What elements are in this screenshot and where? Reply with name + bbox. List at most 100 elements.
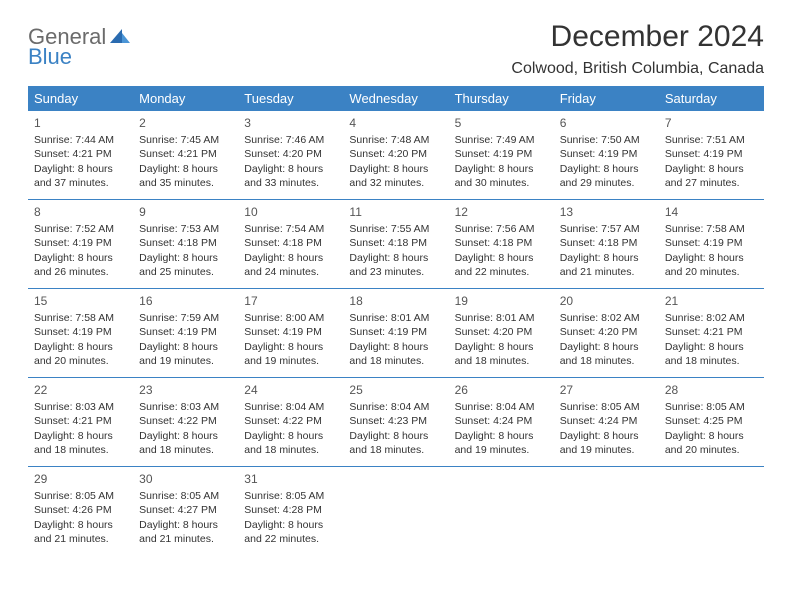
sunset-text: Sunset: 4:19 PM <box>139 325 232 339</box>
sunrise-text: Sunrise: 7:57 AM <box>560 222 653 236</box>
day-number: 22 <box>34 382 127 398</box>
sunset-text: Sunset: 4:18 PM <box>244 236 337 250</box>
daylight-text: Daylight: 8 hours and 20 minutes. <box>34 340 127 368</box>
day-cell: 21Sunrise: 8:02 AMSunset: 4:21 PMDayligh… <box>659 289 764 377</box>
day-cell: 7Sunrise: 7:51 AMSunset: 4:19 PMDaylight… <box>659 111 764 199</box>
daylight-text: Daylight: 8 hours and 21 minutes. <box>139 518 232 546</box>
daylight-text: Daylight: 8 hours and 25 minutes. <box>139 251 232 279</box>
sunset-text: Sunset: 4:21 PM <box>34 147 127 161</box>
sunset-text: Sunset: 4:18 PM <box>455 236 548 250</box>
day-number: 2 <box>139 115 232 131</box>
day-number: 24 <box>244 382 337 398</box>
sunset-text: Sunset: 4:20 PM <box>455 325 548 339</box>
sunrise-text: Sunrise: 7:55 AM <box>349 222 442 236</box>
week-row: 1Sunrise: 7:44 AMSunset: 4:21 PMDaylight… <box>28 111 764 199</box>
sunrise-text: Sunrise: 8:04 AM <box>244 400 337 414</box>
day-number: 20 <box>560 293 653 309</box>
day-header-monday: Monday <box>133 86 238 111</box>
daylight-text: Daylight: 8 hours and 22 minutes. <box>244 518 337 546</box>
sunrise-text: Sunrise: 7:56 AM <box>455 222 548 236</box>
day-number: 12 <box>455 204 548 220</box>
day-number: 19 <box>455 293 548 309</box>
sunset-text: Sunset: 4:18 PM <box>139 236 232 250</box>
month-title: December 2024 <box>511 20 764 54</box>
sunset-text: Sunset: 4:24 PM <box>560 414 653 428</box>
sunset-text: Sunset: 4:22 PM <box>244 414 337 428</box>
day-number: 6 <box>560 115 653 131</box>
daylight-text: Daylight: 8 hours and 22 minutes. <box>455 251 548 279</box>
sunset-text: Sunset: 4:20 PM <box>349 147 442 161</box>
daylight-text: Daylight: 8 hours and 29 minutes. <box>560 162 653 190</box>
daylight-text: Daylight: 8 hours and 18 minutes. <box>349 340 442 368</box>
day-number: 27 <box>560 382 653 398</box>
daylight-text: Daylight: 8 hours and 24 minutes. <box>244 251 337 279</box>
daylight-text: Daylight: 8 hours and 37 minutes. <box>34 162 127 190</box>
day-cell: 20Sunrise: 8:02 AMSunset: 4:20 PMDayligh… <box>554 289 659 377</box>
sunrise-text: Sunrise: 7:46 AM <box>244 133 337 147</box>
daylight-text: Daylight: 8 hours and 18 minutes. <box>349 429 442 457</box>
title-block: December 2024 Colwood, British Columbia,… <box>511 20 764 78</box>
day-header-friday: Friday <box>554 86 659 111</box>
day-cell: 22Sunrise: 8:03 AMSunset: 4:21 PMDayligh… <box>28 378 133 466</box>
day-cell: 13Sunrise: 7:57 AMSunset: 4:18 PMDayligh… <box>554 200 659 288</box>
daylight-text: Daylight: 8 hours and 23 minutes. <box>349 251 442 279</box>
daylight-text: Daylight: 8 hours and 19 minutes. <box>139 340 232 368</box>
header: General December 2024 Colwood, British C… <box>28 20 764 78</box>
daylight-text: Daylight: 8 hours and 18 minutes. <box>244 429 337 457</box>
day-cell: 17Sunrise: 8:00 AMSunset: 4:19 PMDayligh… <box>238 289 343 377</box>
day-cell: 3Sunrise: 7:46 AMSunset: 4:20 PMDaylight… <box>238 111 343 199</box>
calendar: Sunday Monday Tuesday Wednesday Thursday… <box>28 86 764 555</box>
sunrise-text: Sunrise: 7:53 AM <box>139 222 232 236</box>
day-number: 29 <box>34 471 127 487</box>
day-cell: 1 Sunrise: 7:44 AMSunset: 4:21 PMDaylight… <box>28 111 133 199</box>
sunrise-text: Sunrise: 8:02 AM <box>665 311 758 325</box>
day-header-saturday: Saturday <box>659 86 764 111</box>
sunrise-text: Sunrise: 8:04 AM <box>455 400 548 414</box>
daylight-text: Daylight: 8 hours and 18 minutes. <box>560 340 653 368</box>
day-number: 5 <box>455 115 548 131</box>
daylight-text: Daylight: 8 hours and 19 minutes. <box>455 429 548 457</box>
sunset-text: Sunset: 4:19 PM <box>560 147 653 161</box>
day-number: 11 <box>349 204 442 220</box>
sunrise-text: Sunrise: 7:49 AM <box>455 133 548 147</box>
sunrise-text: Sunrise: 8:01 AM <box>349 311 442 325</box>
sunrise-text: Sunrise: 7:45 AM <box>139 133 232 147</box>
day-number: 15 <box>34 293 127 309</box>
sunset-text: Sunset: 4:26 PM <box>34 503 127 517</box>
day-cell: 29Sunrise: 8:05 AMSunset: 4:26 PMDayligh… <box>28 467 133 555</box>
day-cell: 8Sunrise: 7:52 AMSunset: 4:19 PMDaylight… <box>28 200 133 288</box>
day-number: 25 <box>349 382 442 398</box>
day-number: 31 <box>244 471 337 487</box>
logo-text-blue: Blue <box>28 44 72 69</box>
sunrise-text: Sunrise: 8:05 AM <box>139 489 232 503</box>
day-cell: 15 Sunrise: 7:58 AMSunset: 4:19 PMDayligh… <box>28 289 133 377</box>
day-cell: 24 Sunrise: 8:04 AMSunset: 4:22 PMDayligh… <box>238 378 343 466</box>
sunrise-text: Sunrise: 7:50 AM <box>560 133 653 147</box>
sunrise-text: Sunrise: 7:44 AM <box>34 133 127 147</box>
week-row: 29 Sunrise: 8:05 AM Sunset: 4:26 PM Dayligh… <box>28 466 764 555</box>
sunset-text: Sunset: 4:23 PM <box>349 414 442 428</box>
day-number: 8 <box>34 204 127 220</box>
sunrise-text: Sunrise: 8:00 AM <box>244 311 337 325</box>
sunset-text: Sunset: 4:21 PM <box>34 414 127 428</box>
sunset-text: Sunset: 4:19 PM <box>244 325 337 339</box>
daylight-text: Daylight: 8 hours and 20 minutes. <box>665 429 758 457</box>
day-number: 23 <box>139 382 232 398</box>
day-number: 1 <box>34 115 127 131</box>
sunrise-text: Sunrise: 8:03 AM <box>139 400 232 414</box>
day-cell: 30Sunrise: 8:05 AMSunset: 4:27 PMDayligh… <box>133 467 238 555</box>
day-cell: 28Sunrise: 8:05 AMSunset: 4:25 PMDayligh… <box>659 378 764 466</box>
sunrise-text: Sunrise: 7:58 AM <box>34 311 127 325</box>
day-cell: 18Sunrise: 8:01 AMSunset: 4:19 PMDayligh… <box>343 289 448 377</box>
day-number: 16 <box>139 293 232 309</box>
daylight-text: Daylight: 8 hours and 27 minutes. <box>665 162 758 190</box>
day-number: 9 <box>139 204 232 220</box>
sunrise-text: Sunrise: 8:05 AM <box>665 400 758 414</box>
day-number: 3 <box>244 115 337 131</box>
day-cell: 16 Sunrise: 7:59 AMSunset: 4:19 PMDayligh… <box>133 289 238 377</box>
day-header-tuesday: Tuesday <box>238 86 343 111</box>
sunrise-text: Sunrise: 7:59 AM <box>139 311 232 325</box>
day-cell: 9 Sunrise: 7:53 AMSunset: 4:18 PMDaylight… <box>133 200 238 288</box>
sunset-text: Sunset: 4:19 PM <box>34 325 127 339</box>
daylight-text: Daylight: 8 hours and 21 minutes. <box>560 251 653 279</box>
